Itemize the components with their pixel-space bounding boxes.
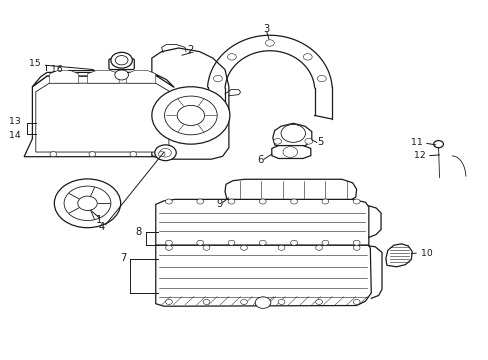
Circle shape [227,240,234,245]
Text: 8: 8 [135,227,142,237]
Circle shape [115,55,128,65]
Circle shape [203,245,209,250]
Circle shape [227,199,234,204]
Circle shape [165,245,172,250]
Circle shape [203,300,209,305]
Text: 12: 12 [413,151,425,160]
Circle shape [321,199,328,204]
Circle shape [196,240,203,245]
Circle shape [54,179,121,228]
Circle shape [165,240,172,245]
Circle shape [315,300,322,305]
Circle shape [64,186,111,221]
Circle shape [152,87,229,144]
Polygon shape [385,244,411,267]
Text: 4: 4 [99,222,105,231]
Circle shape [278,300,285,305]
Circle shape [352,199,359,204]
Text: 16: 16 [51,65,63,74]
Circle shape [290,199,297,204]
Circle shape [240,245,247,250]
Circle shape [317,75,325,82]
Text: 5: 5 [316,138,323,147]
Circle shape [303,54,311,60]
Circle shape [164,96,217,135]
Circle shape [158,152,164,157]
Circle shape [352,245,359,250]
Circle shape [259,240,265,245]
Circle shape [305,138,312,144]
Text: 14: 14 [9,131,21,140]
Polygon shape [24,76,174,157]
Text: 9: 9 [216,199,222,209]
Circle shape [281,125,305,142]
Polygon shape [271,145,310,158]
Circle shape [273,138,281,144]
Text: 3: 3 [262,24,268,35]
FancyBboxPatch shape [109,59,134,69]
Text: 13: 13 [9,117,21,126]
Circle shape [89,152,96,157]
Polygon shape [32,72,174,87]
Circle shape [283,147,297,157]
Circle shape [352,240,359,245]
Polygon shape [49,70,79,83]
Text: 11: 11 [410,138,422,147]
Circle shape [278,245,285,250]
Polygon shape [224,179,356,199]
Circle shape [159,148,171,157]
Polygon shape [36,83,168,152]
Polygon shape [156,199,368,245]
Circle shape [433,140,443,148]
Polygon shape [87,70,119,83]
Circle shape [196,199,203,204]
Circle shape [265,40,274,46]
Circle shape [155,145,176,161]
Circle shape [213,75,222,82]
Circle shape [352,300,359,305]
Circle shape [165,300,172,305]
Polygon shape [272,123,311,148]
Text: 15: 15 [29,59,41,68]
Circle shape [50,152,57,157]
Circle shape [165,199,172,204]
Text: 1: 1 [96,215,102,225]
Circle shape [259,199,265,204]
Circle shape [111,52,132,68]
Circle shape [78,196,97,211]
Polygon shape [126,70,156,83]
Circle shape [255,297,270,309]
Text: 10: 10 [420,249,432,258]
Polygon shape [152,48,228,159]
Circle shape [290,240,297,245]
Text: 2: 2 [187,45,194,55]
Circle shape [227,54,236,60]
Circle shape [177,105,204,126]
Polygon shape [156,245,370,306]
Circle shape [240,300,247,305]
Text: 7: 7 [120,253,126,263]
Circle shape [130,152,137,157]
Circle shape [321,240,328,245]
Circle shape [115,70,128,80]
Circle shape [315,245,322,250]
Text: 6: 6 [256,155,263,165]
